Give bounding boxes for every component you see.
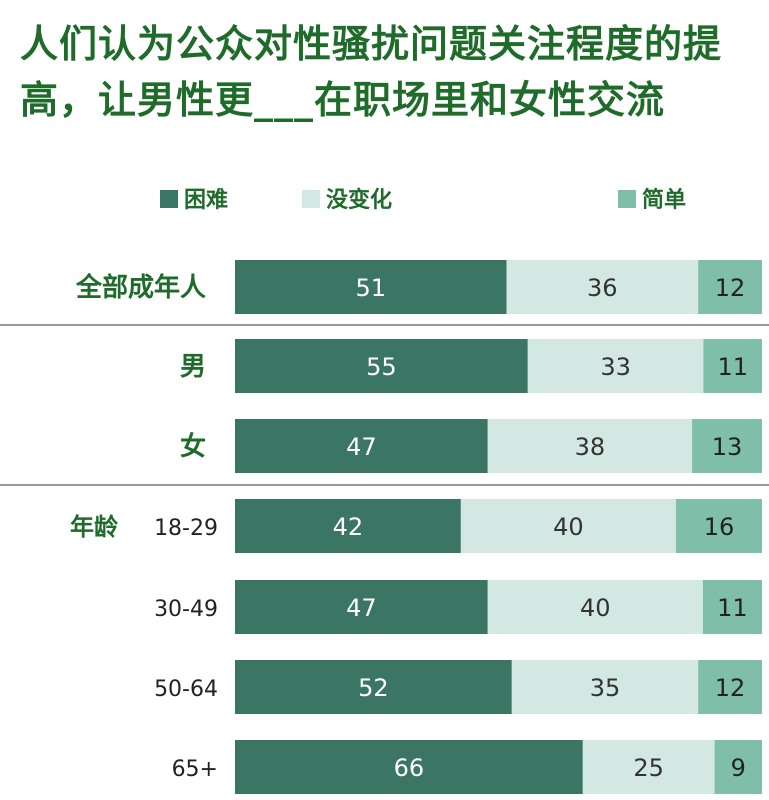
data-label: 36 xyxy=(587,274,618,302)
bar-segment xyxy=(698,660,762,714)
category-label: 18-29 xyxy=(154,516,218,541)
data-label: 40 xyxy=(580,594,611,622)
data-label: 47 xyxy=(346,433,377,461)
data-label: 11 xyxy=(717,594,748,622)
data-label: 55 xyxy=(366,353,397,381)
bar-segment xyxy=(675,499,762,553)
legend-label: 简单 xyxy=(642,187,686,213)
bar-segment xyxy=(692,419,762,473)
legend-swatch xyxy=(618,190,636,208)
category-label: 女 xyxy=(180,431,206,462)
bar-segment xyxy=(698,260,762,314)
category-label: 全部成年人 xyxy=(75,272,206,303)
legend-label: 没变化 xyxy=(326,187,392,213)
data-label: 33 xyxy=(600,353,631,381)
bar-segment xyxy=(235,740,583,794)
data-label: 51 xyxy=(355,274,386,302)
data-label: 13 xyxy=(712,433,743,461)
data-label: 16 xyxy=(704,513,735,541)
data-label: 38 xyxy=(575,433,606,461)
data-label: 12 xyxy=(715,274,746,302)
bar-segment xyxy=(703,339,762,393)
data-label: 12 xyxy=(715,674,746,702)
data-label: 9 xyxy=(731,754,746,782)
data-label: 35 xyxy=(590,674,621,702)
bar-segment xyxy=(506,260,699,314)
bar-segment xyxy=(235,339,528,393)
bar-segment xyxy=(235,580,488,634)
bar-segment xyxy=(582,740,715,794)
bar-segment xyxy=(714,740,762,794)
data-label: 42 xyxy=(333,513,364,541)
data-label: 11 xyxy=(717,353,748,381)
bar-segment xyxy=(460,499,676,553)
bar-segment xyxy=(487,580,703,634)
data-label: 40 xyxy=(553,513,584,541)
data-label: 66 xyxy=(394,754,425,782)
legend-swatch xyxy=(302,190,320,208)
data-label: 52 xyxy=(358,674,389,702)
category-label: 65+ xyxy=(172,757,218,782)
bar-segment xyxy=(235,499,461,553)
chart-title: 人们认为公众对性骚扰问题关注程度的提高，让男性更___在职场里和女性交流 xyxy=(20,22,723,122)
legend-label: 困难 xyxy=(184,188,228,213)
data-label: 47 xyxy=(346,594,377,622)
bar-segment xyxy=(235,660,512,714)
bar-segment xyxy=(235,419,488,473)
bar-segment xyxy=(487,419,693,473)
group-label: 年龄 xyxy=(70,513,119,541)
bar-segment xyxy=(527,339,704,393)
data-label: 25 xyxy=(633,754,664,782)
category-label: 30-49 xyxy=(154,597,218,622)
bar-segment xyxy=(235,260,507,314)
bar-segment xyxy=(511,660,699,714)
category-label: 50-64 xyxy=(154,677,218,702)
category-label: 男 xyxy=(180,352,206,382)
bar-segment xyxy=(702,580,762,634)
legend-swatch xyxy=(160,190,178,208)
